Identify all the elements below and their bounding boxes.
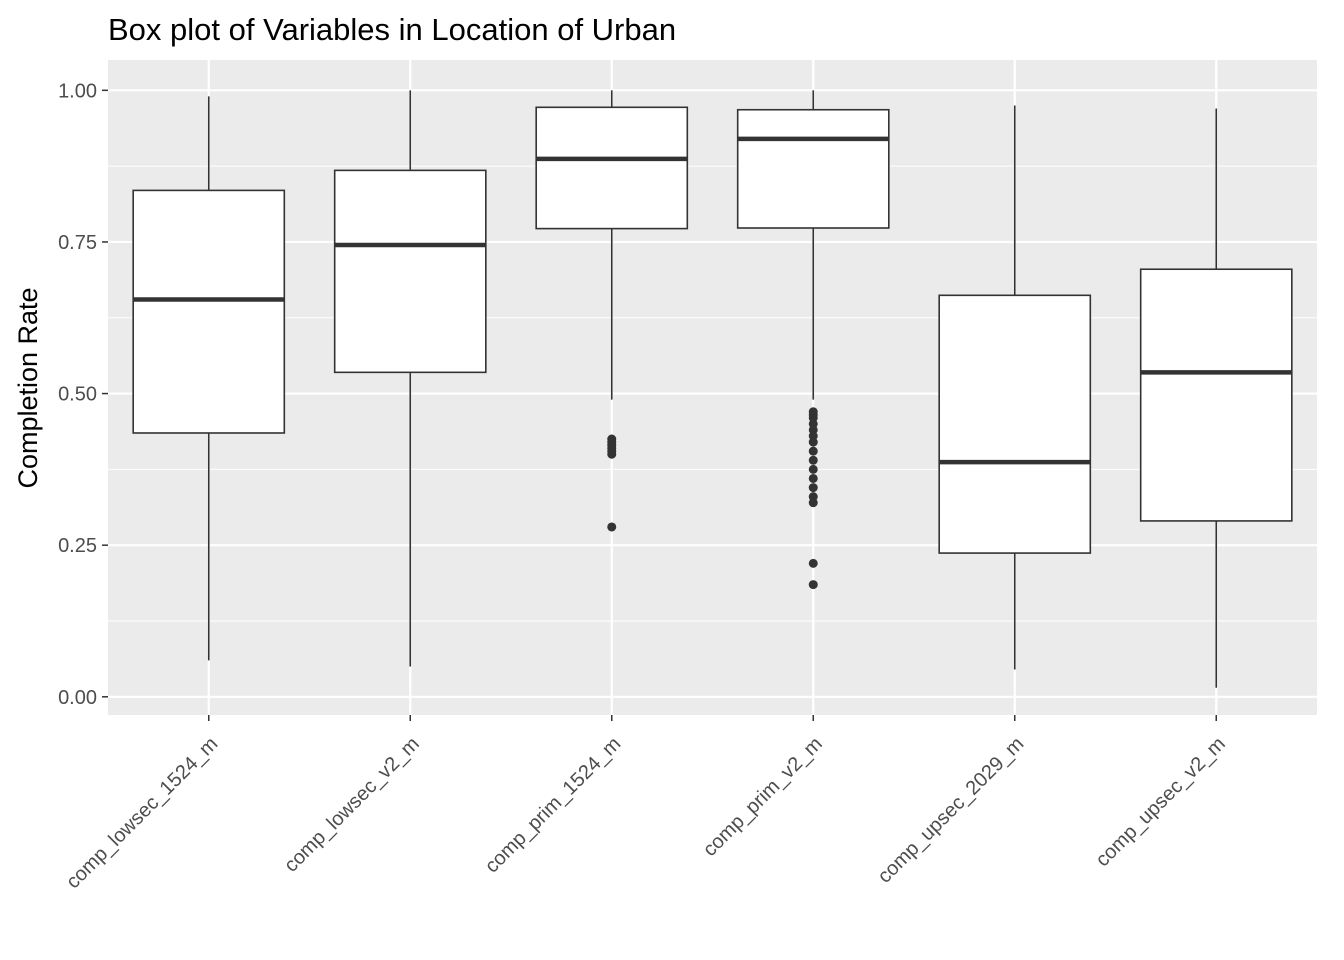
box-comp_upsec_v2_m [1139, 108, 1293, 688]
box-comp_upsec_2029_m [938, 105, 1092, 670]
outlier-point [808, 446, 818, 456]
outlier-point [808, 455, 818, 465]
outlier-point [808, 437, 818, 447]
y-tick-label: 1.00 [58, 80, 97, 102]
outlier-point [808, 558, 818, 568]
y-tick-label: 0.50 [58, 384, 97, 406]
x-tick-label: comp_upsec_v2_m [1092, 733, 1230, 871]
iqr-box [535, 106, 689, 230]
outlier-point [607, 522, 617, 532]
outlier-point [808, 464, 818, 474]
x-tick-label: comp_prim_v2_m [699, 733, 827, 861]
iqr-box [333, 169, 487, 374]
y-axis-label: Completion Rate [13, 287, 43, 488]
x-tick-label: comp_lowsec_v2_m [280, 733, 424, 877]
y-tick-label: 0.00 [58, 687, 97, 709]
x-axis: comp_lowsec_1524_m comp_lowsec_v2_m comp_p… [62, 715, 1230, 893]
x-tick-label: comp_prim_1524_m [481, 733, 625, 877]
iqr-box [736, 108, 890, 229]
box-comp_lowsec_1524_m [132, 96, 286, 661]
plot-panel [108, 60, 1317, 715]
x-tick-label: comp_upsec_2029_m [874, 733, 1029, 888]
y-axis: 0.00 0.25 0.50 0.75 1.00 [58, 80, 108, 709]
x-tick-label: comp_lowsec_1524_m [62, 733, 222, 893]
box-comp_prim_1524_m [535, 90, 689, 532]
outlier-point [808, 498, 818, 508]
outlier-point [607, 449, 617, 459]
box-comp_lowsec_v2_m [333, 90, 487, 667]
boxes-layer [132, 90, 1293, 688]
outlier-point [808, 473, 818, 483]
iqr-box [938, 294, 1092, 554]
chart-title: Box plot of Variables in Location of Urb… [108, 12, 676, 47]
iqr-box [1139, 268, 1293, 522]
outlier-point [808, 580, 818, 590]
iqr-box [132, 189, 286, 434]
box-comp_prim_v2_m [736, 90, 890, 590]
y-tick-label: 0.25 [58, 535, 97, 557]
outlier-point [808, 483, 818, 493]
y-tick-label: 0.75 [58, 232, 97, 254]
